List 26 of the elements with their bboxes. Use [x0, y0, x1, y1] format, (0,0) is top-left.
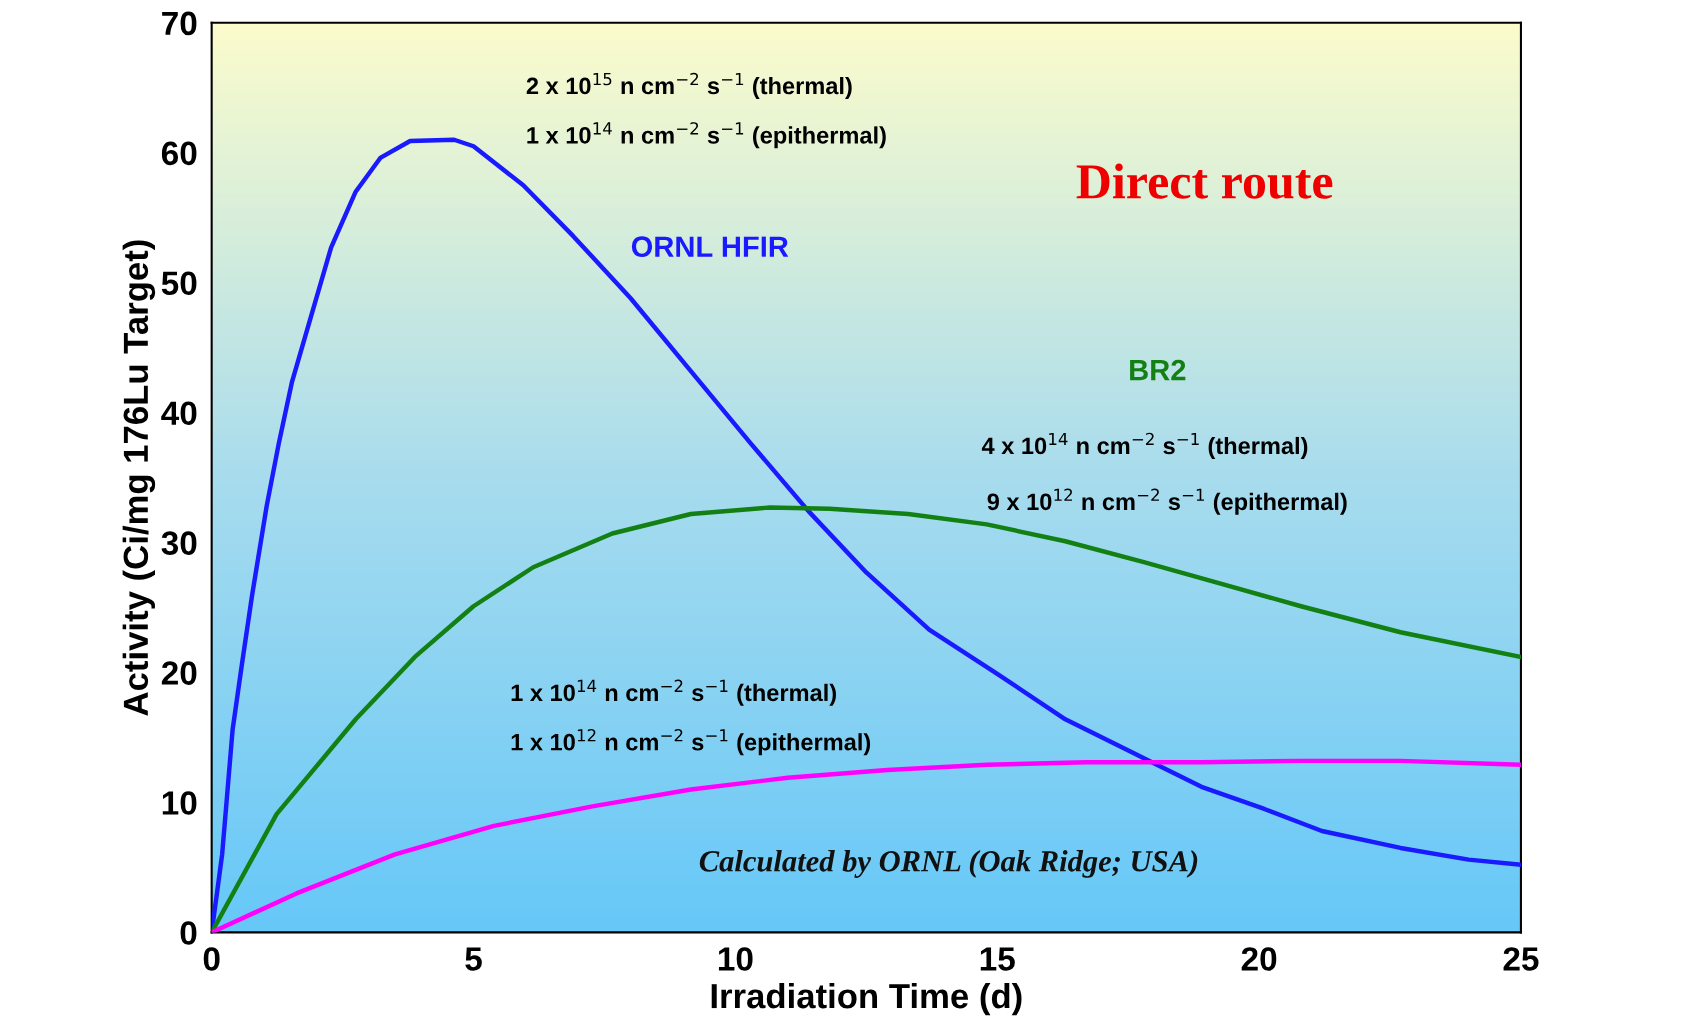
annotation: 1 x 10$^{14}$ n cm$^{−2}$ s$^{−1}$ (thermal)	[511, 679, 836, 706]
y-tick-label: 10	[162, 791, 197, 815]
y-axis-title: Activity (Ci/mg 176Lu Target)	[122, 240, 156, 716]
annotation: Calculated by ORNL (Oak Ridge; USA)	[699, 850, 1198, 878]
y-tick-label: 30	[161, 531, 197, 556]
annotation: 2 x 10$^{15}$ n cm$^{−2}$ s$^{−1}$ (thermal)	[526, 72, 852, 99]
x-axis-title: Irradiation Time (d)	[711, 982, 1022, 1016]
x-tick-label: 10	[718, 947, 753, 971]
series-label: ORNL HFIR	[631, 236, 789, 257]
annotation: 4 x 10$^{14}$ n cm$^{−2}$ s$^{−1}$ (thermal)	[981, 432, 1308, 459]
annotation: Direct route	[1076, 163, 1333, 199]
annotation: 9 x 10$^{12}$ n cm$^{−2}$ s$^{−1}$ (epithermal)	[987, 488, 1347, 515]
annotation: 1 x 10$^{12}$ n cm$^{−2}$ s$^{−1}$ (epithermal)	[511, 728, 871, 756]
x-tick-label: 0	[203, 947, 220, 971]
y-tick-label: 60	[161, 141, 197, 166]
text: BR2	[1130, 359, 1186, 381]
x-tick-label: 15	[980, 947, 1015, 971]
y-tick-label: 70	[162, 11, 197, 36]
y-tick-label: 20	[161, 661, 197, 685]
y-tick-label: 50	[161, 271, 197, 296]
x-tick-label: 25	[1503, 947, 1539, 971]
x-tick-label: 5	[465, 947, 482, 971]
y-tick-label: 0	[180, 921, 197, 945]
y-tick-label: 40	[161, 401, 197, 426]
annotation: 1 x 10$^{14}$ n cm$^{−2}$ s$^{−1}$ (epithermal)	[527, 122, 886, 149]
x-tick-label: 20	[1241, 947, 1277, 971]
